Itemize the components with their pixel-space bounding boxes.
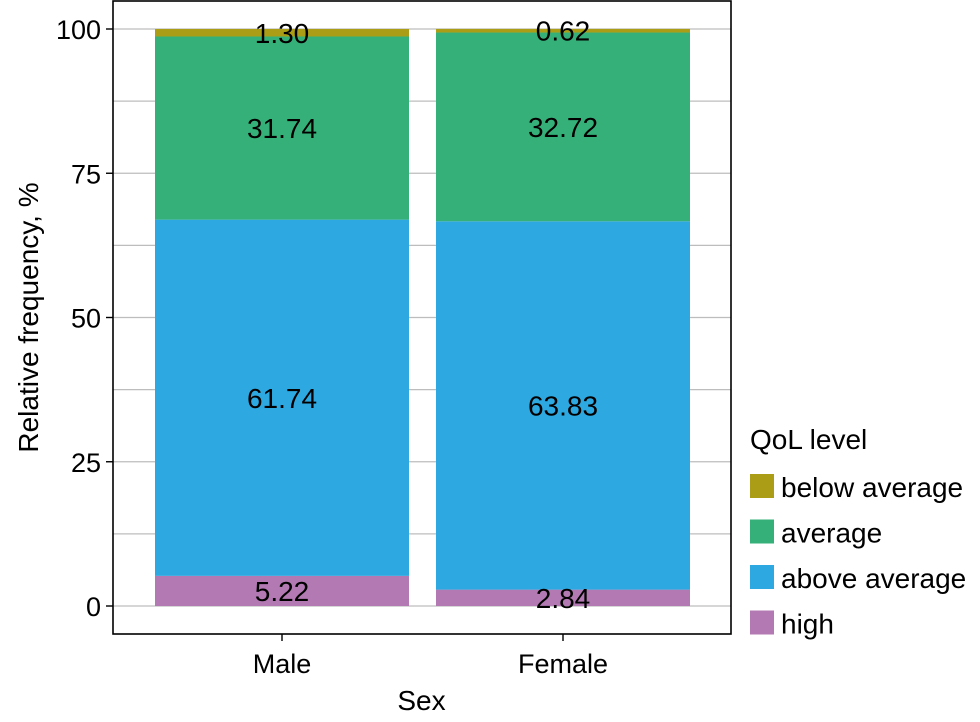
data-label: 5.22	[255, 576, 310, 607]
data-label: 31.74	[247, 113, 317, 144]
y-tick-label: 0	[86, 592, 101, 622]
y-tick-label: 25	[71, 448, 101, 478]
legend-label-average: average	[781, 518, 882, 549]
y-tick-label: 100	[56, 15, 101, 45]
y-axis-title: Relative frequency, %	[13, 182, 44, 452]
x-axis: Male Female	[253, 634, 608, 679]
legend-swatch-average	[750, 519, 774, 544]
y-tick-label: 50	[71, 304, 101, 334]
bar-segment-female-high	[436, 589, 690, 606]
legend-label-high: high	[781, 609, 834, 640]
legend-label-below-average: below average	[781, 472, 963, 503]
legend-swatch-high	[750, 610, 774, 635]
legend-swatch-above-average	[750, 565, 774, 589]
bars	[155, 28, 690, 606]
x-tick-label-female: Female	[518, 649, 608, 679]
bar-segment-male-above-average	[155, 219, 409, 576]
legend-swatch-below-average	[750, 474, 774, 498]
x-axis-title: Sex	[397, 685, 445, 716]
bar-segment-female-average	[436, 32, 690, 222]
legend-label-above-average: above average	[781, 563, 966, 594]
legend: QoL level below average average above aver…	[750, 424, 966, 640]
data-label: 2.84	[536, 583, 591, 614]
data-label: 61.74	[247, 383, 317, 414]
legend-title: QoL level	[750, 424, 867, 455]
x-tick-label-male: Male	[253, 649, 312, 679]
bar-segment-male-high	[155, 575, 409, 606]
data-label: 32.72	[528, 112, 598, 143]
data-label: 63.83	[528, 390, 598, 421]
bar-segment-female-below-average	[436, 28, 690, 33]
y-axis: 0 25 50 75 100	[56, 15, 113, 622]
data-label: 0.62	[536, 16, 591, 47]
bar-segment-female-above-average	[436, 221, 690, 590]
data-labels: 5.22 61.74 31.74 1.30 2.84 63.83 32.72 0.62	[247, 16, 598, 614]
bar-segment-male-below-average	[155, 29, 409, 37]
y-tick-label: 75	[71, 159, 101, 189]
data-label: 1.30	[255, 18, 310, 49]
bar-segment-male-average	[155, 36, 409, 220]
